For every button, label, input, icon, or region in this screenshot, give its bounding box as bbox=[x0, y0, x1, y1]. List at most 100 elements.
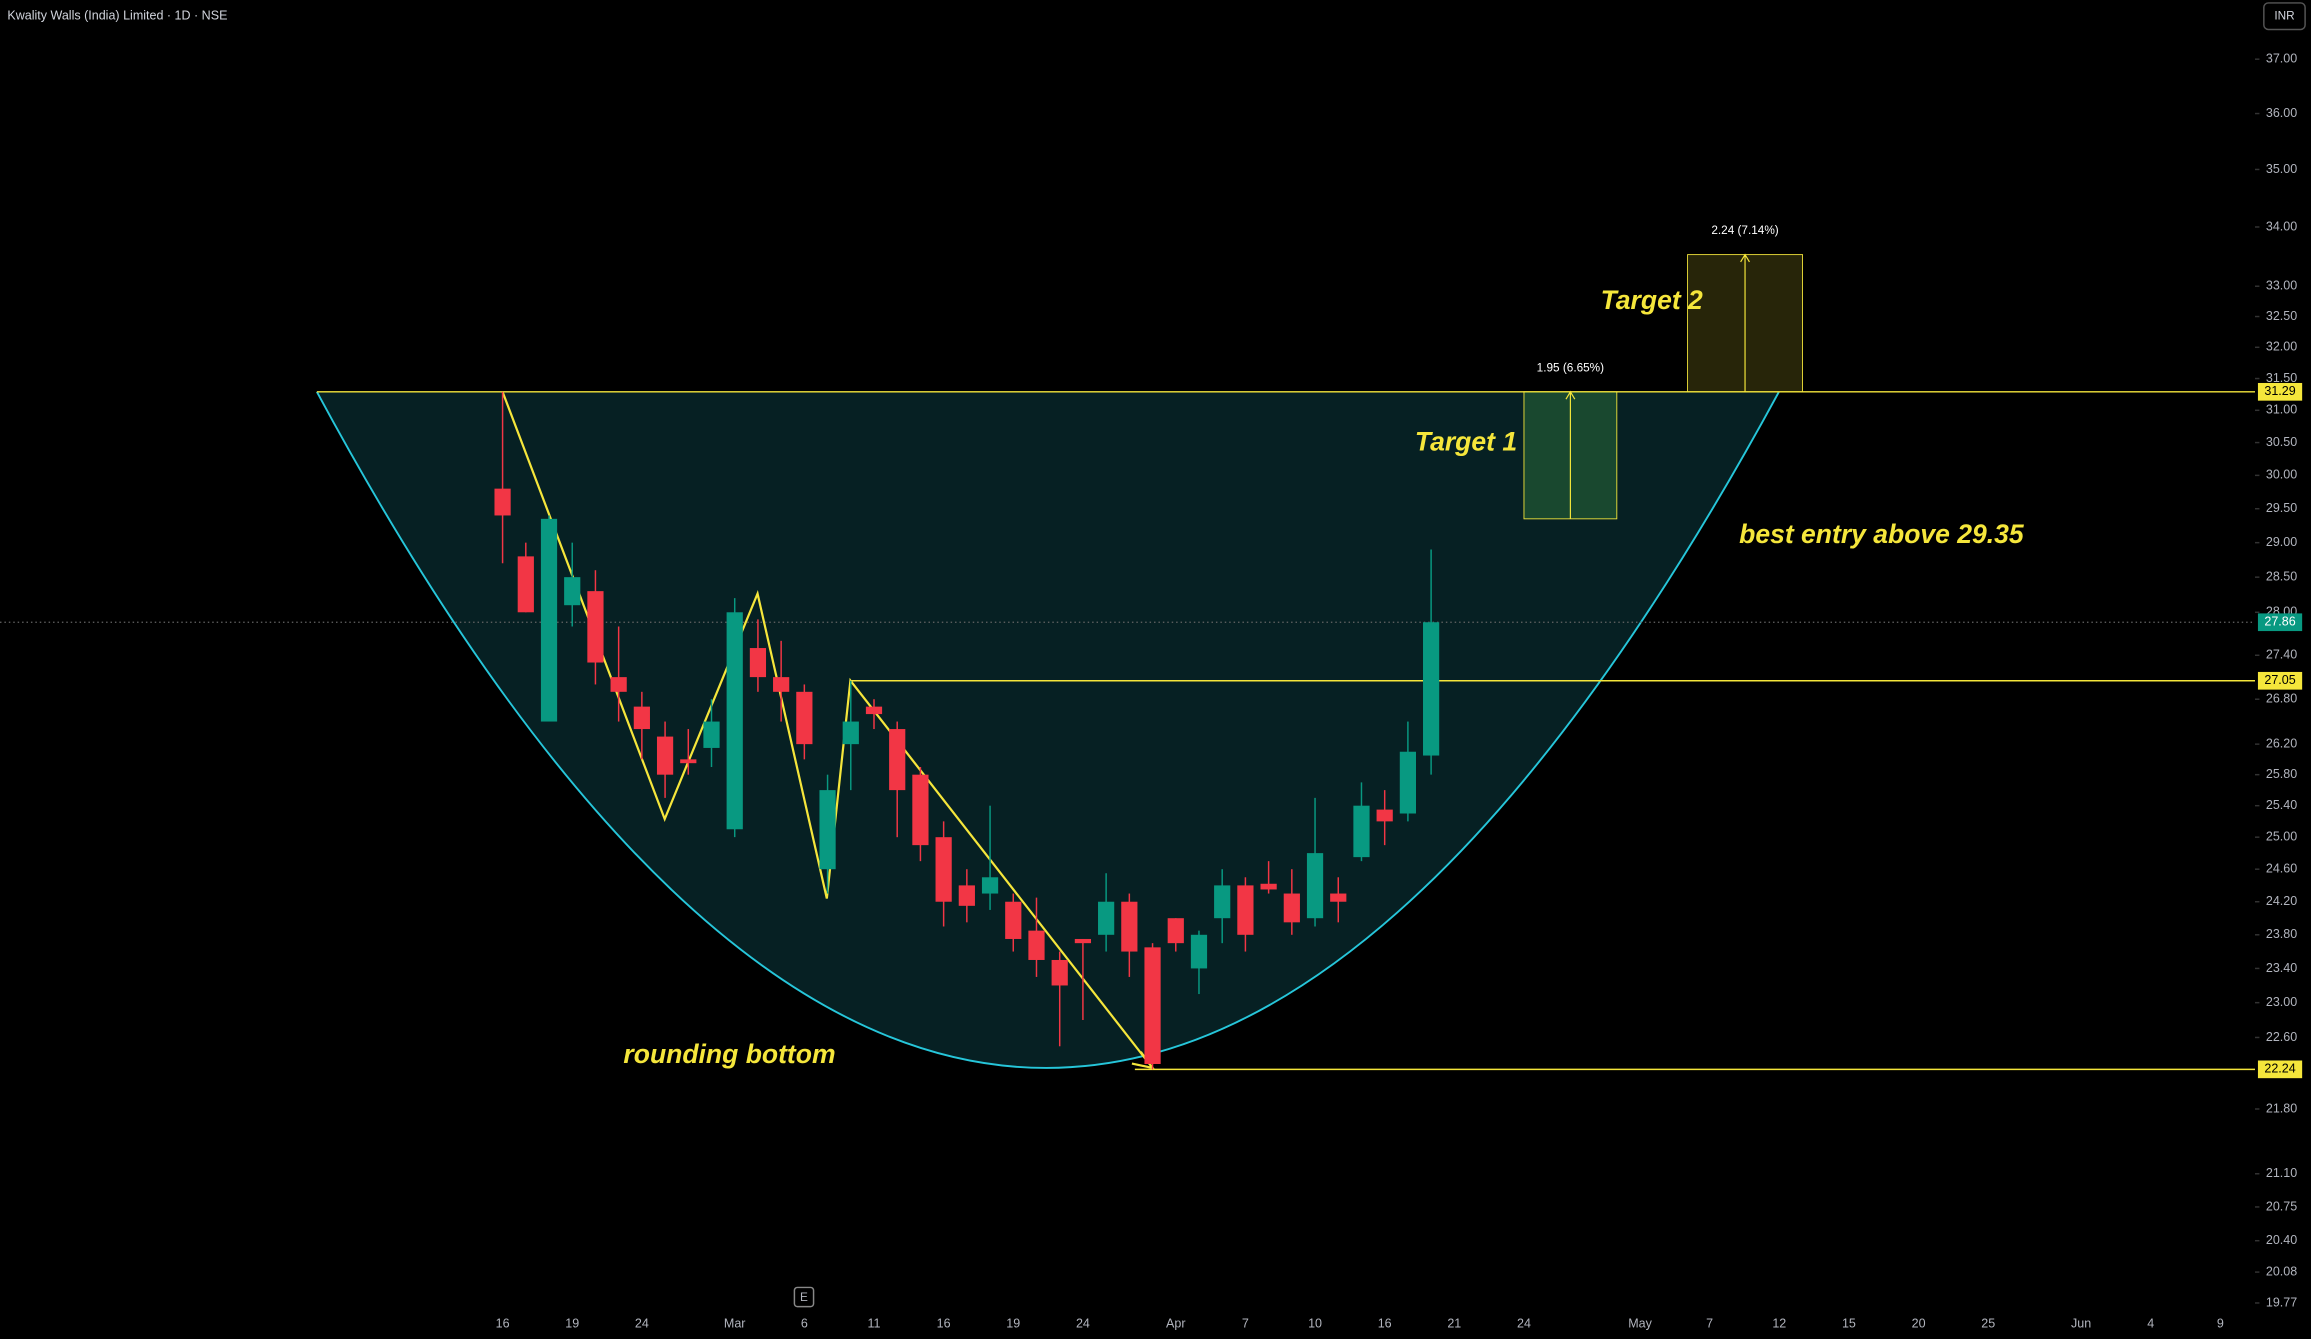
candle-body bbox=[1376, 809, 1393, 822]
y-tick-label: 30.50 bbox=[2266, 435, 2297, 449]
cup-outline bbox=[316, 391, 1780, 1069]
candle-body bbox=[656, 736, 674, 775]
candle-body bbox=[1190, 934, 1208, 969]
x-tick-label: 7 bbox=[1242, 1317, 1249, 1331]
y-tick-label: 28.50 bbox=[2266, 569, 2297, 583]
y-tick-label: 23.80 bbox=[2266, 927, 2297, 941]
x-tick-label: 24 bbox=[1076, 1317, 1090, 1331]
target-label: Target 2 bbox=[1601, 285, 1703, 315]
candle-body bbox=[1098, 901, 1115, 935]
candle-body bbox=[1399, 751, 1417, 814]
y-tick-label: 22.60 bbox=[2266, 1030, 2297, 1044]
y-tick-label: 36.00 bbox=[2266, 106, 2297, 120]
candle-body bbox=[981, 877, 999, 894]
x-tick-label: 7 bbox=[1706, 1317, 1713, 1331]
x-tick-label: Apr bbox=[1166, 1317, 1185, 1331]
x-tick-label: 16 bbox=[496, 1317, 510, 1331]
candle-body bbox=[842, 721, 859, 745]
candle-body bbox=[587, 591, 604, 663]
candle-body bbox=[796, 691, 813, 745]
candle-body bbox=[958, 885, 975, 906]
y-tick-label: 32.50 bbox=[2266, 309, 2297, 323]
y-tick-label: 24.20 bbox=[2266, 894, 2297, 908]
x-tick-label: 19 bbox=[565, 1317, 579, 1331]
target-measure: 1.95 (6.65%) bbox=[1537, 361, 1604, 374]
y-tick-label: 26.20 bbox=[2266, 736, 2297, 750]
x-tick-label: 9 bbox=[2217, 1317, 2224, 1331]
currency[interactable]: INR bbox=[2274, 9, 2294, 22]
candle-body bbox=[1306, 853, 1324, 919]
y-tick-label: 21.10 bbox=[2266, 1166, 2297, 1180]
y-tick-label: 20.75 bbox=[2266, 1199, 2297, 1213]
y-tick-label: 19.77 bbox=[2266, 1295, 2297, 1309]
y-tick-label: 29.50 bbox=[2266, 501, 2297, 515]
candle-body bbox=[564, 577, 581, 606]
x-tick-label: Mar bbox=[724, 1317, 746, 1331]
y-tick-label: 25.40 bbox=[2266, 798, 2297, 812]
y-tick-label: 20.08 bbox=[2266, 1264, 2297, 1278]
candle-body bbox=[749, 648, 767, 678]
level-label: 27.05 bbox=[2264, 673, 2295, 687]
x-tick-label: 20 bbox=[1912, 1317, 1926, 1331]
candle-body bbox=[1005, 901, 1022, 939]
x-tick-label: Jun bbox=[2071, 1317, 2091, 1331]
x-tick-label: 6 bbox=[801, 1317, 808, 1331]
candle-body bbox=[773, 677, 790, 692]
x-tick-label: 16 bbox=[1378, 1317, 1392, 1331]
candle-body bbox=[1121, 901, 1138, 952]
target-measure: 2.24 (7.14%) bbox=[1711, 224, 1778, 237]
y-tick-label: 27.40 bbox=[2266, 648, 2297, 662]
y-tick-label: 31.50 bbox=[2266, 371, 2297, 385]
target-arrow bbox=[1565, 390, 1576, 519]
chart-title: Kwality Walls (India) Limited · 1D · NSE bbox=[7, 9, 227, 23]
y-tick-label: 37.00 bbox=[2266, 51, 2297, 65]
last-price-label: 27.86 bbox=[2264, 615, 2295, 629]
target-arrow bbox=[1740, 253, 1750, 392]
candle-body bbox=[1167, 918, 1184, 944]
y-tick-label: 25.00 bbox=[2266, 829, 2297, 843]
y-tick-label: 30.00 bbox=[2266, 468, 2297, 482]
target-label: Target 1 bbox=[1415, 426, 1517, 456]
candle-body bbox=[1330, 893, 1347, 902]
y-tick-label: 21.80 bbox=[2266, 1101, 2297, 1115]
candle-body bbox=[1237, 885, 1254, 935]
candle-body bbox=[819, 790, 836, 870]
event-marker-box[interactable] bbox=[793, 1286, 815, 1308]
y-tick-label: 23.40 bbox=[2266, 961, 2297, 975]
level-label: 22.24 bbox=[2264, 1062, 2295, 1076]
x-tick-label: 12 bbox=[1772, 1317, 1786, 1331]
level-tag bbox=[2257, 1060, 2303, 1079]
x-tick-label: 10 bbox=[1308, 1317, 1322, 1331]
candle-body bbox=[610, 677, 627, 692]
y-tick-label: 32.00 bbox=[2266, 340, 2297, 354]
y-tick-label: 29.00 bbox=[2266, 535, 2297, 549]
annotation: rounding bottom bbox=[623, 1039, 835, 1069]
candle-body bbox=[1028, 930, 1045, 960]
x-tick-label: 11 bbox=[867, 1317, 880, 1331]
candle-body bbox=[1260, 883, 1277, 890]
x-tick-label: 15 bbox=[1842, 1317, 1856, 1331]
x-tick-label: 24 bbox=[635, 1317, 649, 1331]
x-tick-label: 25 bbox=[1981, 1317, 1995, 1331]
y-tick-label: 35.00 bbox=[2266, 162, 2297, 176]
x-tick-label: 24 bbox=[1517, 1317, 1531, 1331]
y-tick-label: 24.60 bbox=[2266, 862, 2297, 876]
event-marker[interactable]: E bbox=[800, 1291, 808, 1304]
y-tick-label: 25.80 bbox=[2266, 767, 2297, 781]
last-price-tag bbox=[2257, 613, 2303, 632]
currency-box[interactable] bbox=[2263, 2, 2306, 31]
candle-body bbox=[1283, 893, 1300, 923]
candle-body bbox=[912, 774, 929, 846]
candle-body bbox=[935, 837, 952, 902]
y-tick-label: 34.00 bbox=[2266, 219, 2297, 233]
candle-body bbox=[865, 706, 883, 715]
y-tick-label: 31.00 bbox=[2266, 403, 2297, 417]
candle-body bbox=[1074, 938, 1092, 944]
y-tick-label: 33.00 bbox=[2266, 279, 2297, 293]
y-tick-label: 20.40 bbox=[2266, 1233, 2297, 1247]
candle-body bbox=[517, 556, 534, 613]
candle-body bbox=[494, 488, 511, 516]
